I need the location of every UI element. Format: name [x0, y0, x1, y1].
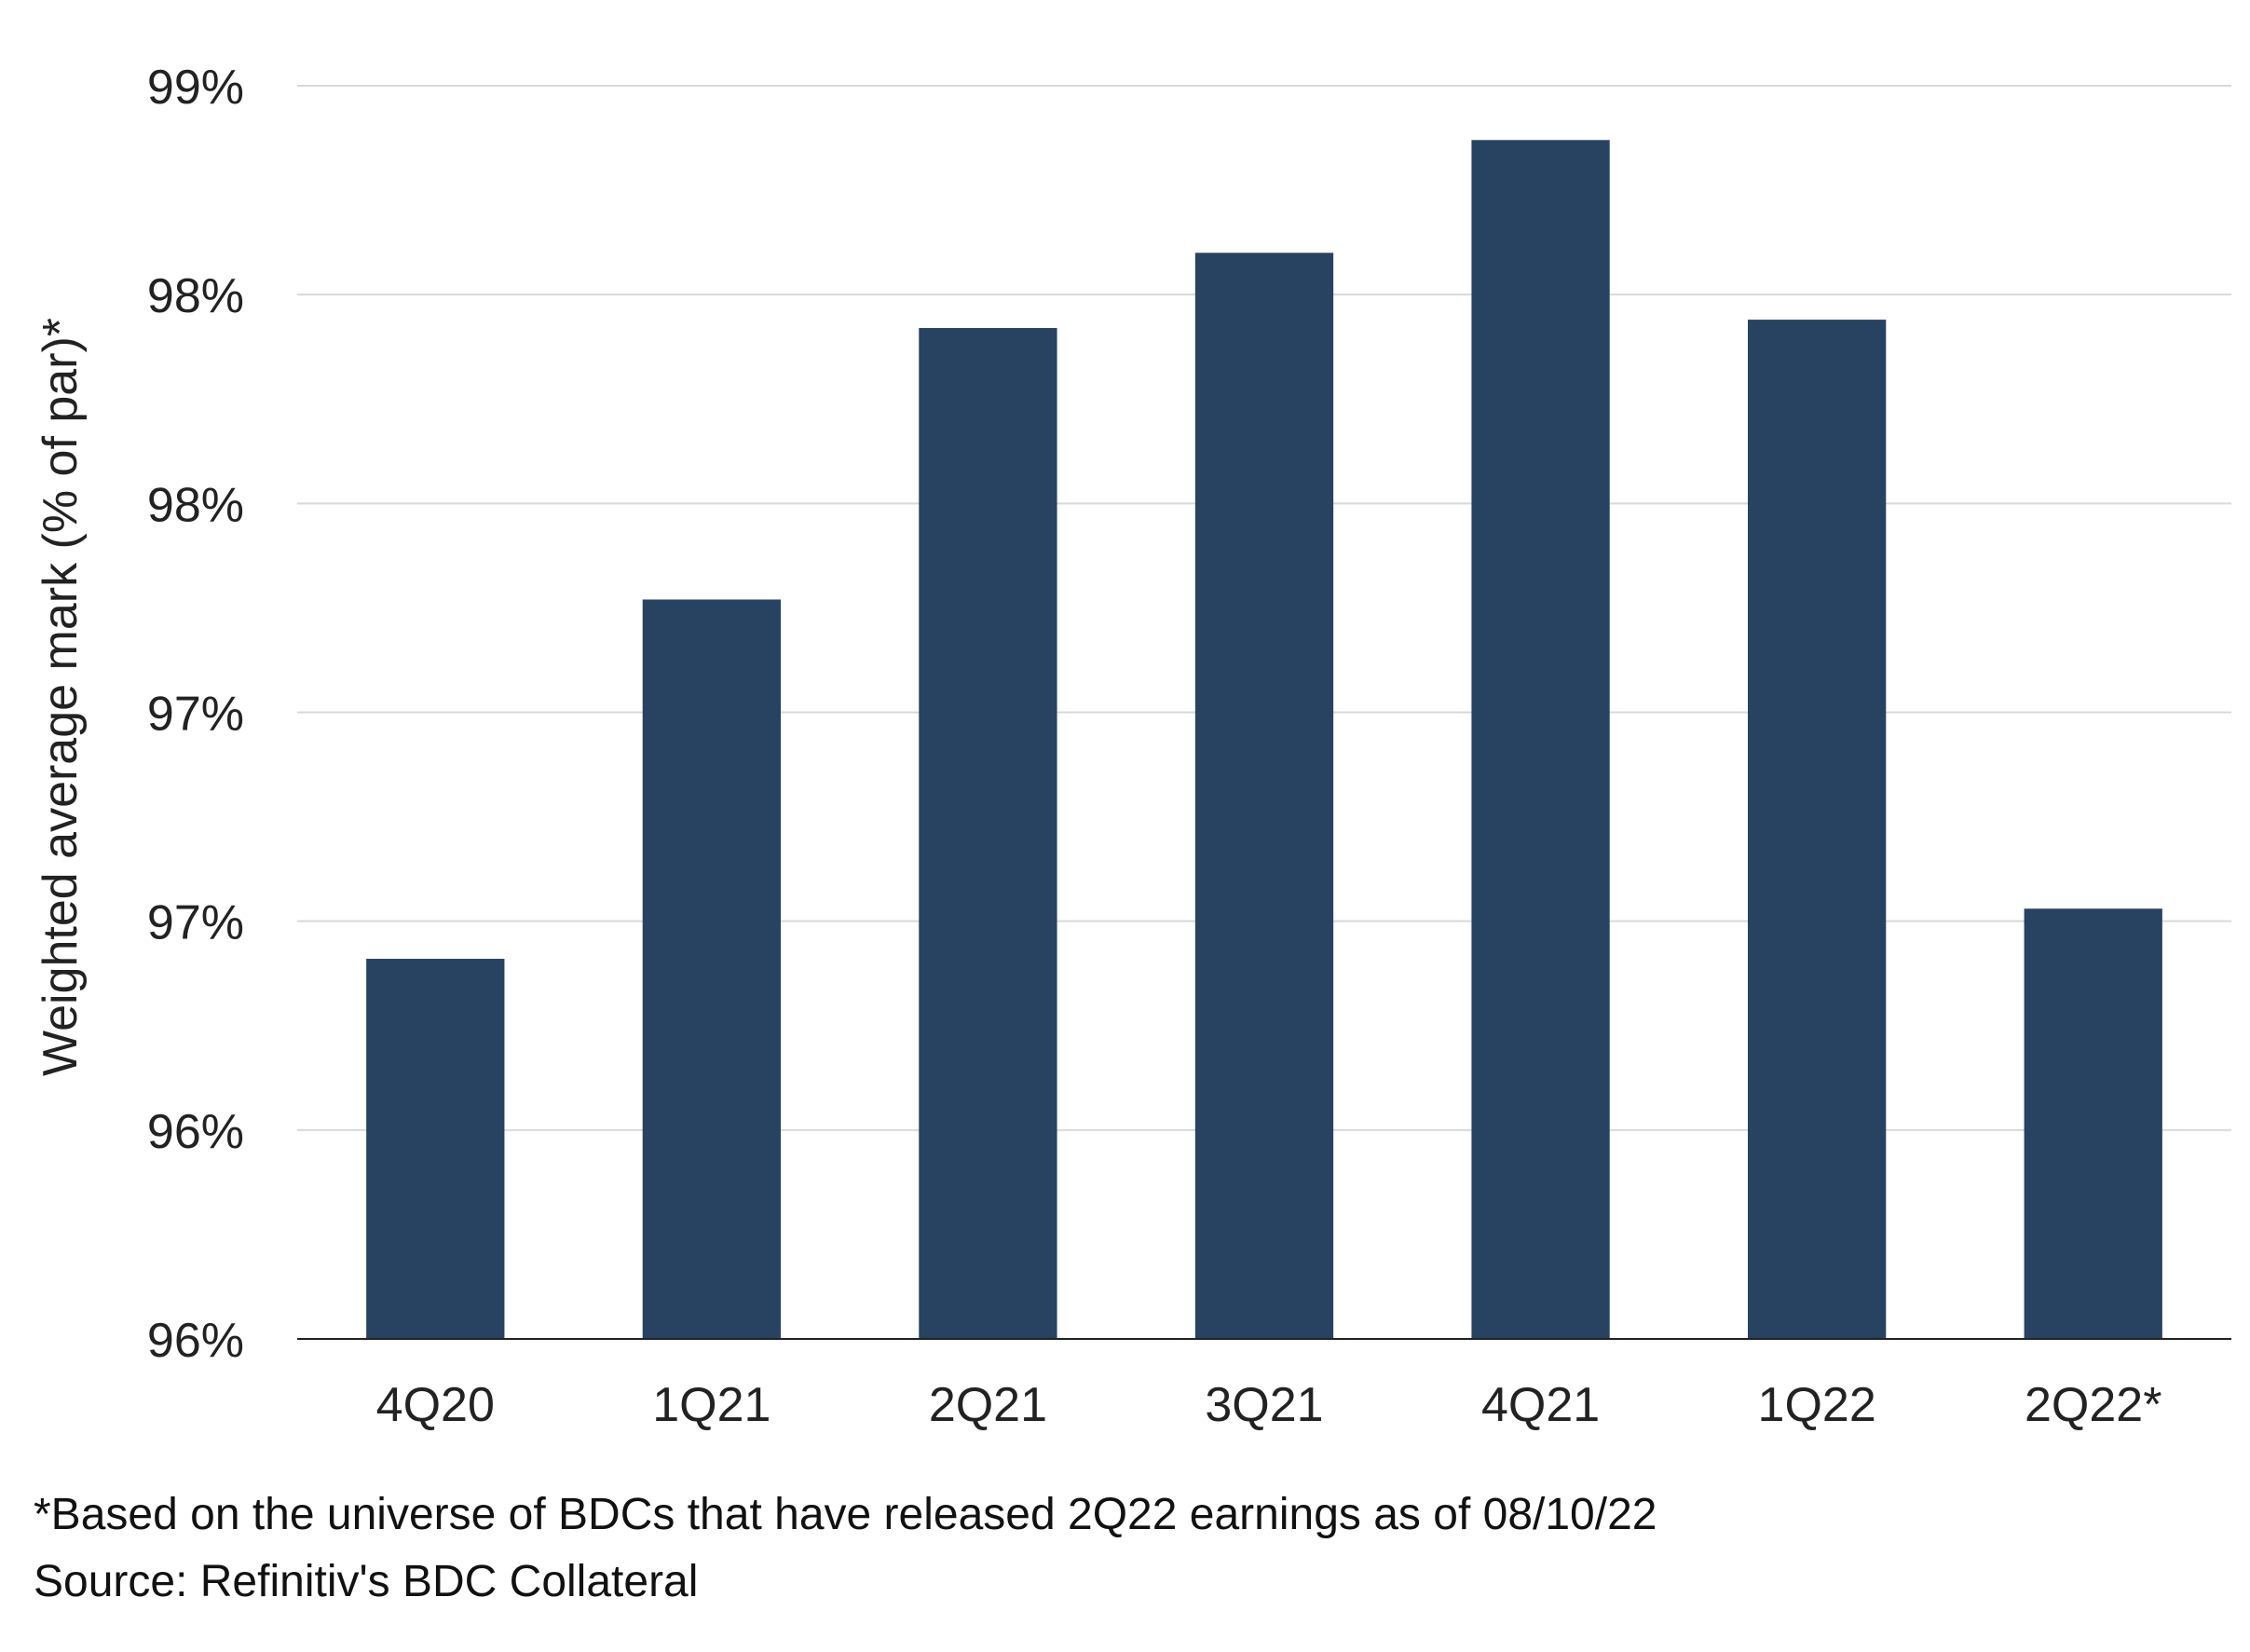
- bar: [1471, 140, 1610, 1340]
- x-tick-label: 1Q22: [1758, 1378, 1876, 1432]
- x-tick-label: 4Q21: [1481, 1378, 1600, 1432]
- x-tick-labels: 4Q20 1Q21 2Q21 3Q21 4Q21 1Q22 2Q22*: [376, 1378, 2162, 1432]
- bar: [919, 328, 1057, 1339]
- bar: [1748, 320, 1887, 1340]
- bar-chart: 96%96%97%97%98%98%99% 4Q20 1Q21 2Q21 3Q21 4Q…: [34, 61, 2231, 1432]
- y-tick-label: 96%: [147, 1105, 244, 1159]
- x-tick-label: 4Q20: [376, 1378, 495, 1432]
- y-tick-label: 97%: [147, 688, 244, 742]
- x-tick-label: 3Q21: [1205, 1378, 1323, 1432]
- bar: [366, 959, 505, 1339]
- footnote: *Based on the universe of BDCs that have…: [34, 1490, 1657, 1539]
- y-tick-label: 96%: [147, 1314, 244, 1368]
- x-tick-label: 2Q22*: [2025, 1378, 2161, 1432]
- y-axis-title: Weighted average mark (% of par)*: [34, 318, 88, 1076]
- x-tick-label: 1Q21: [652, 1378, 770, 1432]
- x-tick-label: 2Q21: [929, 1378, 1047, 1432]
- source-note: Source: Refinitiv's BDC Collateral: [34, 1557, 699, 1606]
- y-tick-label: 98%: [147, 478, 244, 532]
- bar: [642, 599, 781, 1339]
- y-tick-label: 98%: [147, 269, 244, 323]
- bar: [2024, 908, 2162, 1339]
- y-tick-label: 97%: [147, 896, 244, 950]
- y-tick-labels: 96% 96% 97% 97% 98% 98% 99%: [147, 61, 244, 1368]
- y-tick-label: 99%: [147, 61, 244, 115]
- bar: [1194, 253, 1334, 1339]
- bars: [366, 140, 2162, 1340]
